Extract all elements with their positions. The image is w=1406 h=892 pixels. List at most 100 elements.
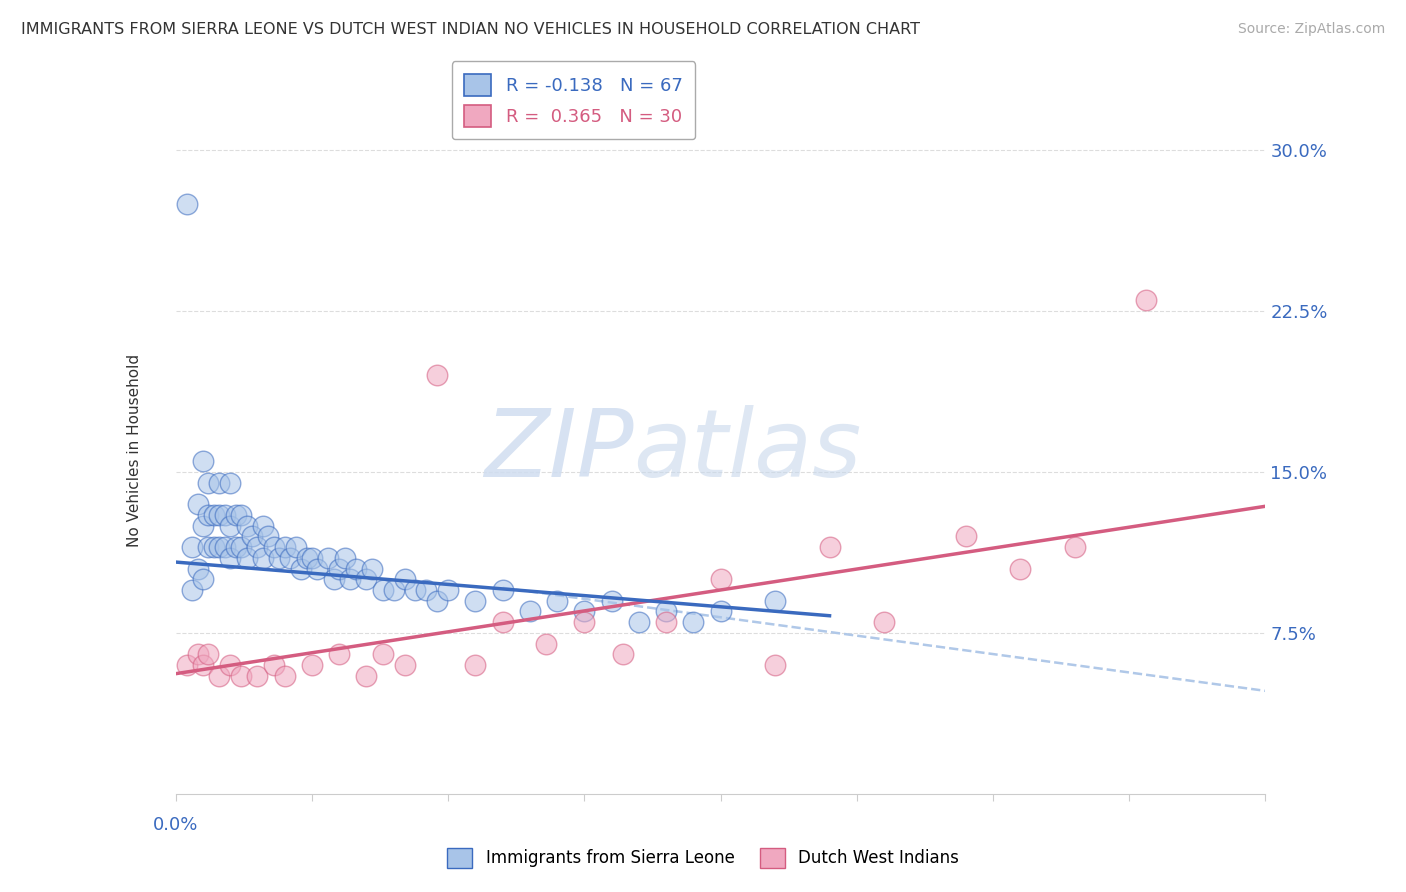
Point <box>627 615 650 630</box>
Text: Source: ZipAtlas.com: Source: ZipAtlas.com <box>1237 22 1385 37</box>
Point <box>225 540 247 554</box>
Text: atlas: atlas <box>633 405 862 496</box>
Text: 0.0%: 0.0% <box>153 816 198 834</box>
Point <box>181 540 204 554</box>
Point <box>360 561 382 575</box>
Point <box>202 540 225 554</box>
Point <box>318 550 340 565</box>
Point <box>339 572 361 586</box>
Point <box>246 540 269 554</box>
Point <box>356 669 378 683</box>
Point <box>214 508 236 522</box>
Point <box>519 604 541 618</box>
Point <box>955 529 977 543</box>
Text: No Vehicles in Household: No Vehicles in Household <box>127 354 142 547</box>
Point <box>202 508 225 522</box>
Point <box>252 518 274 533</box>
Point <box>191 454 214 468</box>
Point <box>235 518 257 533</box>
Point <box>1135 293 1157 308</box>
Point <box>197 540 219 554</box>
Point <box>208 540 231 554</box>
Point <box>231 669 253 683</box>
Point <box>274 669 297 683</box>
Text: ZIP: ZIP <box>484 405 633 496</box>
Point <box>328 648 350 662</box>
Point <box>344 561 367 575</box>
Point <box>219 518 242 533</box>
Point <box>191 518 214 533</box>
Point <box>235 550 257 565</box>
Point <box>612 648 634 662</box>
Point <box>307 561 329 575</box>
Point <box>574 615 596 630</box>
Point <box>464 658 486 673</box>
Point <box>301 658 323 673</box>
Point <box>710 572 733 586</box>
Point <box>208 508 231 522</box>
Point <box>191 658 214 673</box>
Point <box>208 669 231 683</box>
Point <box>186 497 209 511</box>
Point <box>371 648 394 662</box>
Point <box>197 648 219 662</box>
Point <box>301 550 323 565</box>
Point <box>322 572 344 586</box>
Point <box>197 508 219 522</box>
Point <box>274 540 297 554</box>
Point <box>464 593 486 607</box>
Point <box>284 540 307 554</box>
Text: IMMIGRANTS FROM SIERRA LEONE VS DUTCH WEST INDIAN NO VEHICLES IN HOUSEHOLD CORRE: IMMIGRANTS FROM SIERRA LEONE VS DUTCH WE… <box>21 22 920 37</box>
Point <box>426 368 449 383</box>
Point <box>382 582 405 597</box>
Point <box>263 540 285 554</box>
Point <box>186 561 209 575</box>
Point <box>263 658 285 673</box>
Point <box>240 529 263 543</box>
Point <box>225 508 247 522</box>
Point <box>219 475 242 490</box>
Point <box>1010 561 1032 575</box>
Point <box>176 196 198 211</box>
Point <box>333 550 356 565</box>
Point <box>219 658 242 673</box>
Point <box>600 593 623 607</box>
Point <box>191 572 214 586</box>
Point <box>574 604 596 618</box>
Point <box>405 582 427 597</box>
Point <box>1063 540 1085 554</box>
Point <box>492 615 515 630</box>
Point <box>394 572 416 586</box>
Point <box>257 529 280 543</box>
Point <box>328 561 350 575</box>
Point <box>219 550 242 565</box>
Point <box>655 615 678 630</box>
Point <box>534 637 557 651</box>
Point <box>290 561 312 575</box>
Point <box>394 658 416 673</box>
Point <box>492 582 515 597</box>
Point <box>181 582 204 597</box>
Point <box>246 669 269 683</box>
Point <box>371 582 394 597</box>
Point <box>176 658 198 673</box>
Point <box>197 475 219 490</box>
Point <box>763 658 786 673</box>
Point <box>437 582 460 597</box>
Point <box>252 550 274 565</box>
Legend: Immigrants from Sierra Leone, Dutch West Indians: Immigrants from Sierra Leone, Dutch West… <box>440 841 966 875</box>
Point <box>231 508 253 522</box>
Point <box>415 582 437 597</box>
Point <box>426 593 449 607</box>
Point <box>231 540 253 554</box>
Point <box>546 593 568 607</box>
Point <box>763 593 786 607</box>
Point <box>710 604 733 618</box>
Point <box>655 604 678 618</box>
Point <box>682 615 704 630</box>
Point <box>873 615 896 630</box>
Point <box>278 550 301 565</box>
Point <box>214 540 236 554</box>
Legend: R = -0.138   N = 67, R =  0.365   N = 30: R = -0.138 N = 67, R = 0.365 N = 30 <box>451 62 696 139</box>
Point <box>818 540 841 554</box>
